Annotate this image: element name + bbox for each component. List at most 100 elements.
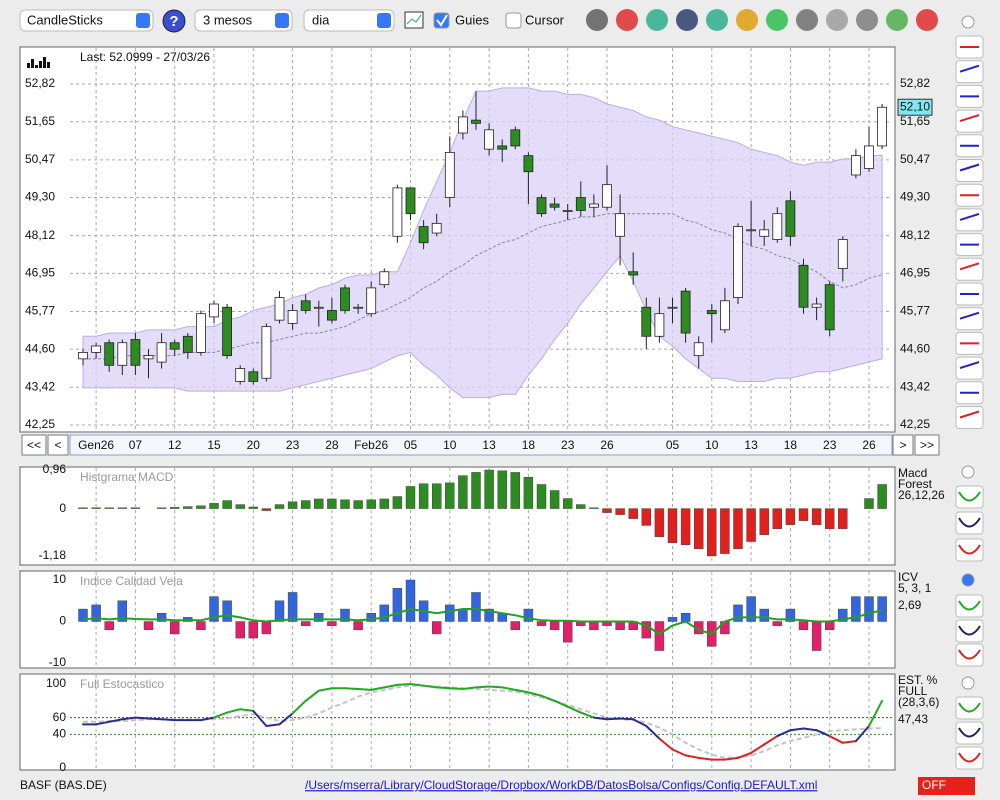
candle-body: [772, 213, 783, 240]
help-button[interactable]: [162, 9, 186, 33]
candle-body: [864, 145, 874, 169]
bar: [222, 500, 232, 509]
candle-body: [471, 119, 481, 124]
bar: [523, 477, 534, 509]
bar: [785, 608, 796, 622]
period-value: 3 mesos: [203, 12, 253, 27]
candle-body: [78, 352, 88, 360]
bar: [301, 621, 311, 626]
indicator-label: 5, 3, 1: [898, 581, 932, 595]
panel-radio[interactable]: [961, 573, 975, 587]
bar: [314, 613, 324, 622]
bar: [104, 507, 114, 509]
config-path[interactable]: /Users/mserra/Library/CloudStorage/Dropb…: [305, 778, 817, 792]
candle-body: [91, 345, 101, 353]
x-tick-label: 18: [522, 438, 536, 452]
panel-radio[interactable]: [961, 15, 975, 29]
toolbar-icon[interactable]: [646, 9, 668, 31]
stoch-k: [488, 685, 504, 689]
indicator-button[interactable]: [955, 721, 984, 745]
indicator-button[interactable]: [955, 619, 984, 643]
toolbar-icon[interactable]: [856, 9, 878, 31]
y-tick-label-right: 52,82: [900, 76, 930, 90]
y-tick-label-right: 43,42: [900, 379, 930, 393]
tool-icon: [959, 361, 980, 370]
prev-button[interactable]: [47, 434, 69, 456]
candle-body: [759, 229, 770, 237]
candle-body: [693, 342, 704, 357]
candle-body: [798, 264, 809, 308]
interval-value: dia: [312, 12, 330, 27]
next-button[interactable]: [892, 434, 914, 456]
candle-body: [523, 155, 534, 173]
select-arrow: [377, 13, 391, 28]
bar: [680, 613, 691, 622]
bar: [248, 506, 259, 509]
indicator-button[interactable]: [955, 643, 984, 667]
candle-body: [222, 306, 233, 357]
x-tick-label: 26: [862, 438, 876, 452]
toolbar-icon[interactable]: [706, 9, 728, 31]
bar: [78, 608, 88, 622]
indicator-button[interactable]: [955, 538, 984, 562]
bar: [497, 470, 507, 509]
toolbar-icon[interactable]: [616, 9, 638, 31]
bar: [877, 596, 887, 622]
bar: [536, 484, 547, 509]
indicator-button[interactable]: [955, 696, 984, 720]
toolbar-icon[interactable]: [586, 9, 608, 31]
y-tick-label: 52,82: [25, 76, 55, 90]
symbol: BASF (BAS.DE): [20, 778, 107, 792]
candle-body: [680, 290, 691, 334]
y-tick-label-right: 45,77: [900, 304, 930, 318]
x-tick-label: 26: [600, 438, 614, 452]
x-tick-label: 12: [168, 438, 182, 452]
bar: [130, 507, 141, 509]
bar: [327, 621, 337, 626]
y-tick-label: 50,47: [25, 152, 55, 166]
y-tick-label-right: 46,95: [900, 266, 930, 280]
toolbar-icon[interactable]: [886, 9, 908, 31]
stoch-k: [383, 683, 399, 689]
panel-radio[interactable]: [961, 676, 975, 690]
bar: [169, 507, 180, 509]
indicator-button[interactable]: [955, 746, 984, 770]
bar: [301, 500, 311, 509]
bar: [117, 600, 128, 622]
chart-type-value: CandleSticks: [27, 12, 103, 27]
chart-type-select[interactable]: [19, 9, 154, 32]
interval-select[interactable]: [303, 9, 395, 32]
bar: [484, 608, 494, 622]
toolbar-icon[interactable]: [676, 9, 698, 31]
last-button[interactable]: [914, 434, 940, 456]
toolbar-icon[interactable]: [796, 9, 818, 31]
chart-icon: [47, 62, 50, 68]
indicator-button[interactable]: [955, 511, 984, 535]
bar: [798, 621, 809, 631]
indicator-icon: [958, 727, 981, 738]
bar: [91, 507, 101, 509]
y-tick-label: 45,77: [25, 304, 55, 318]
x-tick-label: 10: [705, 438, 719, 452]
mode-button[interactable]: [918, 777, 975, 795]
candle-body: [484, 129, 495, 150]
bar: [91, 604, 101, 622]
indicator-button[interactable]: [955, 594, 984, 618]
bar: [772, 621, 782, 626]
period-select[interactable]: [194, 9, 293, 32]
bar: [785, 508, 796, 525]
toolbar-icon[interactable]: [916, 9, 938, 31]
bar: [549, 490, 560, 509]
bar: [811, 508, 822, 525]
bar: [851, 596, 861, 622]
x-tick-label: 18: [784, 438, 798, 452]
first-button[interactable]: [21, 434, 47, 456]
indicator-button[interactable]: [955, 485, 984, 509]
panel-radio[interactable]: [961, 465, 975, 479]
bar: [392, 496, 403, 509]
toolbar-icon[interactable]: [736, 9, 758, 31]
toolbar-icon[interactable]: [826, 9, 848, 31]
cursor-checkbox[interactable]: [505, 12, 522, 29]
toolbar-icon[interactable]: [766, 9, 788, 31]
candle-body: [457, 116, 468, 134]
